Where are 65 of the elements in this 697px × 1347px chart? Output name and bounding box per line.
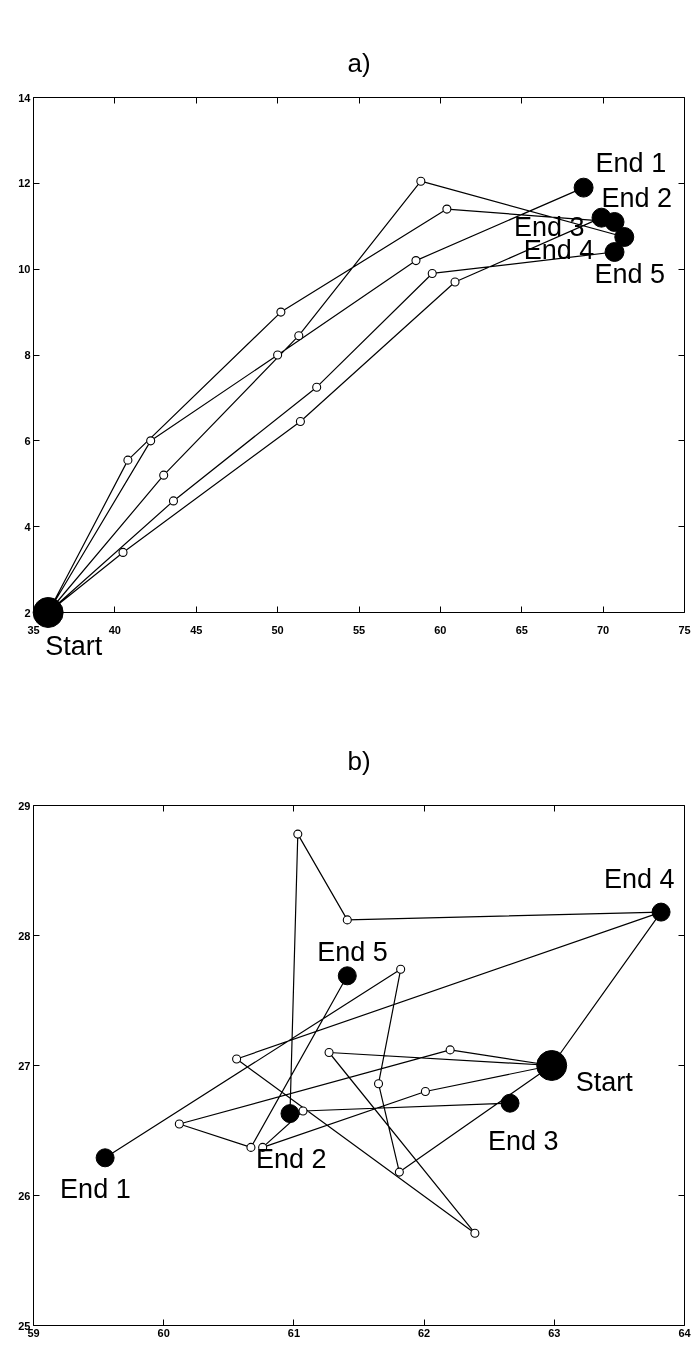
y-tick-label: 10 <box>18 263 31 276</box>
point <box>298 1106 308 1116</box>
x-tick-label: 62 <box>417 1326 431 1339</box>
point <box>442 204 452 214</box>
point <box>295 416 305 427</box>
annotation: End 4 <box>604 864 675 895</box>
annotation: End 2 <box>601 182 673 213</box>
annotation: End 1 <box>595 147 667 178</box>
x-tick-label: 50 <box>271 623 284 636</box>
point <box>411 256 421 266</box>
y-tick-label: 8 <box>24 349 31 361</box>
y-tick-label: 26 <box>18 1189 31 1202</box>
chart-title: a) <box>347 48 371 78</box>
y-tick-label: 27 <box>18 1059 31 1072</box>
point <box>146 436 156 446</box>
point <box>394 1167 404 1177</box>
annotation: End 5 <box>317 936 388 967</box>
x-tick-label: 40 <box>108 623 122 636</box>
x-tick-label: 75 <box>678 623 691 636</box>
x-tick-label: 61 <box>287 1326 301 1339</box>
x-tick-label: 60 <box>157 1326 170 1339</box>
point <box>324 1047 334 1058</box>
point <box>342 915 352 925</box>
annotation: End 5 <box>594 259 666 289</box>
annotation: Start <box>575 1066 634 1097</box>
annotation: End 1 <box>60 1173 131 1204</box>
y-tick-label: 6 <box>24 434 31 447</box>
y-tick-label: 29 <box>18 799 31 812</box>
point <box>118 547 128 557</box>
x-tick-label: 45 <box>190 623 203 636</box>
point <box>246 1142 256 1152</box>
point <box>420 1086 430 1097</box>
point <box>312 382 322 392</box>
y-tick-label: 14 <box>18 91 32 104</box>
x-tick-label: 70 <box>597 623 610 636</box>
point <box>396 964 406 974</box>
x-tick-label: 65 <box>515 623 528 636</box>
x-tick-label: 35 <box>27 623 40 636</box>
point <box>123 455 133 465</box>
x-tick-label: 64 <box>678 1326 692 1339</box>
point <box>276 307 286 317</box>
point <box>470 1228 480 1238</box>
point <box>373 1079 384 1089</box>
annotation: End 3 <box>488 1126 559 1157</box>
point <box>159 470 169 480</box>
point <box>293 829 303 839</box>
point <box>445 1045 455 1055</box>
x-tick-label: 63 <box>548 1326 561 1339</box>
point <box>174 1119 184 1129</box>
annotation: End 2 <box>255 1143 327 1174</box>
chart-title: b) <box>347 745 371 776</box>
y-tick-label: 4 <box>24 520 32 533</box>
point <box>273 350 283 360</box>
point <box>168 496 179 506</box>
point <box>294 331 304 341</box>
y-tick-label: 2 <box>24 606 31 619</box>
annotation: Start <box>45 630 103 661</box>
point <box>232 1054 242 1064</box>
y-tick-label: 12 <box>18 177 31 190</box>
x-tick-label: 55 <box>352 623 366 636</box>
x-tick-label: 60 <box>434 623 447 636</box>
y-tick-label: 28 <box>18 929 31 942</box>
point <box>427 268 437 278</box>
point <box>450 277 460 287</box>
point <box>416 176 426 186</box>
